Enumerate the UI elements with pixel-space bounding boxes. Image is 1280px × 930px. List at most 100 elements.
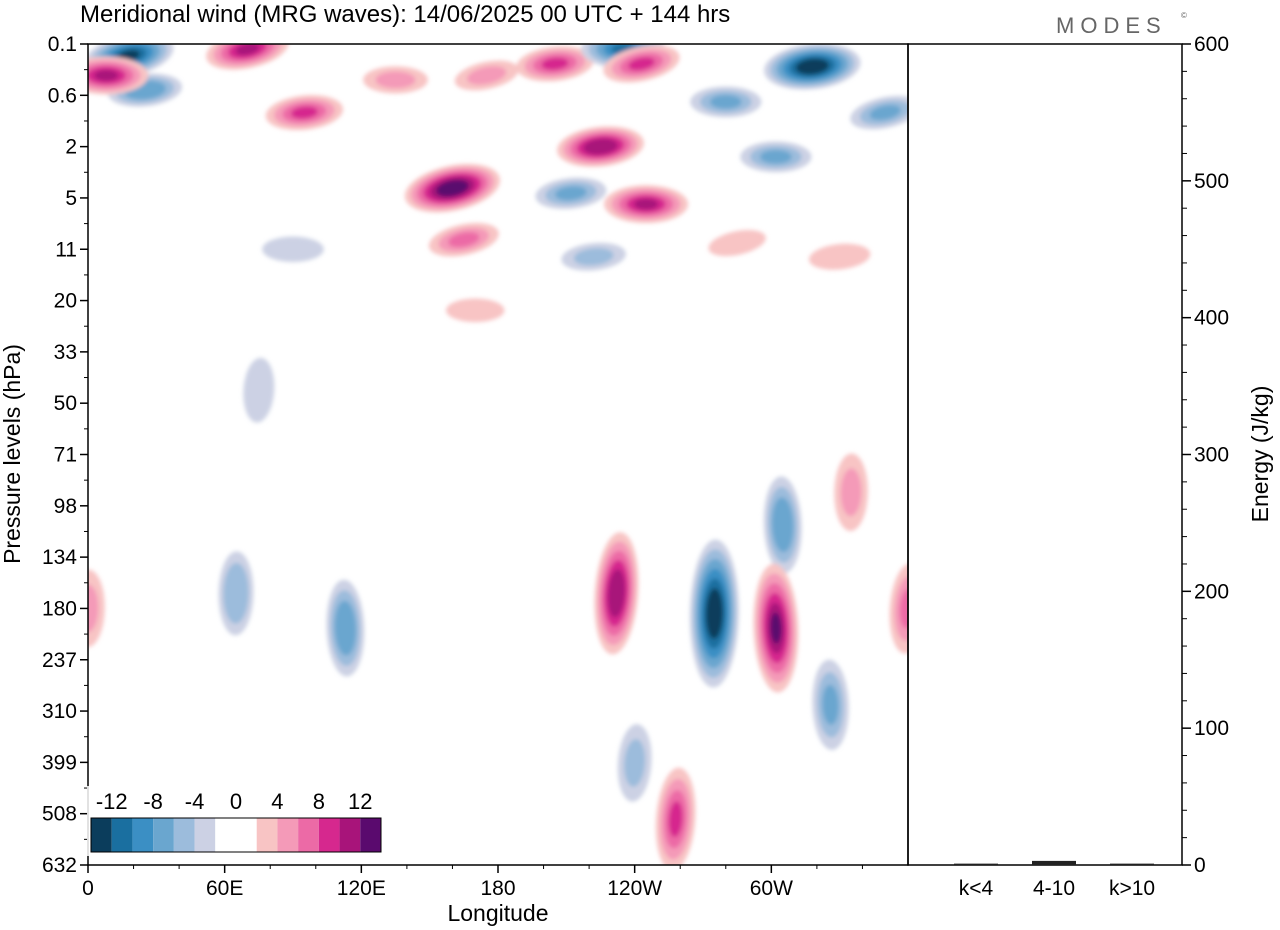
contour-band (624, 739, 646, 787)
contour-band (820, 248, 859, 265)
contour-band (243, 357, 275, 423)
colorbar: -12 -8 -4 0 4 8 12 (87, 786, 385, 856)
pressure-tick-label: 33 (54, 341, 77, 364)
contour-band (611, 578, 622, 609)
energy-tick-label: 0 (1194, 854, 1206, 877)
colorbar-label: -12 (96, 789, 128, 814)
contour-band (467, 66, 507, 85)
pressure-tick-label: 508 (42, 803, 77, 826)
chart-title: Meridional wind (MRG waves): 14/06/2025 … (80, 1, 730, 28)
colorbar-swatch (111, 818, 133, 852)
wind-feature (206, 44, 289, 70)
energy-tick-label: 400 (1194, 307, 1229, 330)
pressure-tick-label: 180 (42, 597, 77, 620)
contour-band (290, 106, 318, 119)
pressure-tick-label: 237 (42, 649, 77, 672)
colorbar-swatch (173, 818, 195, 852)
longitude-tick-label: 60W (750, 877, 793, 900)
energy-tick-label: 100 (1194, 717, 1229, 740)
wind-feature (850, 95, 908, 130)
wind-feature (603, 45, 680, 83)
colorbar-swatch (153, 818, 174, 852)
contour-band (446, 298, 505, 323)
wind-feature (516, 46, 594, 82)
colorbar-label: 12 (348, 789, 372, 814)
energy-bars (954, 860, 1154, 865)
contour-band (802, 61, 823, 72)
wind-feature (535, 177, 607, 210)
longitude-tick-label: 120E (337, 877, 386, 900)
contour-band (555, 186, 587, 201)
contour-band (228, 574, 244, 612)
brand-mark: © (1181, 11, 1187, 20)
longitude-axis: 0 60E 120E 180 120W 60W (82, 865, 863, 900)
pressure-tick-label: 50 (54, 392, 77, 415)
pressure-tick-label: 134 (42, 546, 77, 569)
colorbar-frame (90, 817, 382, 853)
colorbar-swatch (236, 818, 257, 852)
wind-feature (428, 222, 499, 257)
wind-feature (363, 66, 428, 94)
energy-category-label: 4-10 (1033, 877, 1075, 900)
pressure-tick-label: 0.1 (48, 33, 77, 56)
pressure-tick-label: 5 (65, 187, 77, 210)
pressure-tick-label: 2 (65, 136, 77, 159)
contour-band (776, 507, 790, 542)
longitude-tick-label: 60E (206, 877, 243, 900)
contour-band (235, 44, 260, 56)
wind-feature (655, 767, 696, 865)
contour-band (94, 70, 119, 81)
energy-tick-label: 500 (1194, 170, 1229, 193)
wind-feature (690, 86, 762, 118)
longitude-tick-label: 0 (82, 877, 94, 900)
contour-band (822, 684, 839, 725)
colorbar-swatch (318, 818, 340, 852)
pressure-axis: 0.1 0.6 2 5 11 20 33 50 71 98 134 180 237 310 399 508 63… (42, 33, 88, 877)
longitude-tick-label: 120W (607, 877, 662, 900)
contour-band (899, 588, 908, 629)
contour-band (760, 149, 792, 164)
longitude-axis-label: Longitude (447, 900, 548, 926)
wind-feature (708, 230, 766, 257)
colorbar-swatch (360, 818, 381, 852)
contour-band (709, 597, 720, 630)
pressure-tick-label: 0.6 (48, 84, 77, 107)
contour-band (88, 584, 99, 633)
energy-tick-label: 300 (1194, 444, 1229, 467)
wind-feature (404, 163, 501, 213)
contour-band (448, 232, 480, 248)
wind-feature (446, 298, 505, 323)
wind-feature (218, 551, 254, 636)
pressure-tick-label: 11 (55, 238, 77, 261)
colorbar-label: 4 (271, 789, 283, 814)
energy-bar (1032, 860, 1076, 865)
colorbar-swatch (256, 818, 278, 852)
contour-band (840, 468, 862, 517)
colorbar-label: -4 (185, 789, 205, 814)
colorbar-swatch (91, 818, 112, 852)
pressure-tick-label: 399 (42, 751, 77, 774)
longitude-tick-label: 180 (480, 877, 515, 900)
wind-feature (557, 126, 644, 167)
wind-feature (763, 476, 802, 574)
wind-feature (604, 185, 689, 224)
colorbar-swatch (277, 818, 299, 852)
wind-feature (454, 60, 519, 91)
contour-band (375, 71, 416, 89)
wind-feature (753, 563, 799, 693)
colorbar-label: 8 (313, 789, 325, 814)
colorbar-label: -8 (143, 789, 163, 814)
contour-band (709, 95, 742, 109)
contour-band (869, 105, 901, 121)
contour-band (589, 141, 612, 152)
colorbar-swatch (339, 818, 361, 852)
wind-feature (594, 532, 639, 655)
energy-tick-label: 600 (1194, 33, 1229, 56)
wind-feature (764, 44, 861, 90)
energy-panel-frame (907, 43, 1183, 866)
colorbar-swatch (215, 818, 236, 852)
energy-axis-label: Energy (J/kg) (1247, 386, 1273, 523)
wind-feature (262, 236, 324, 262)
contour-band (274, 241, 312, 258)
pressure-tick-label: 20 (54, 290, 77, 313)
